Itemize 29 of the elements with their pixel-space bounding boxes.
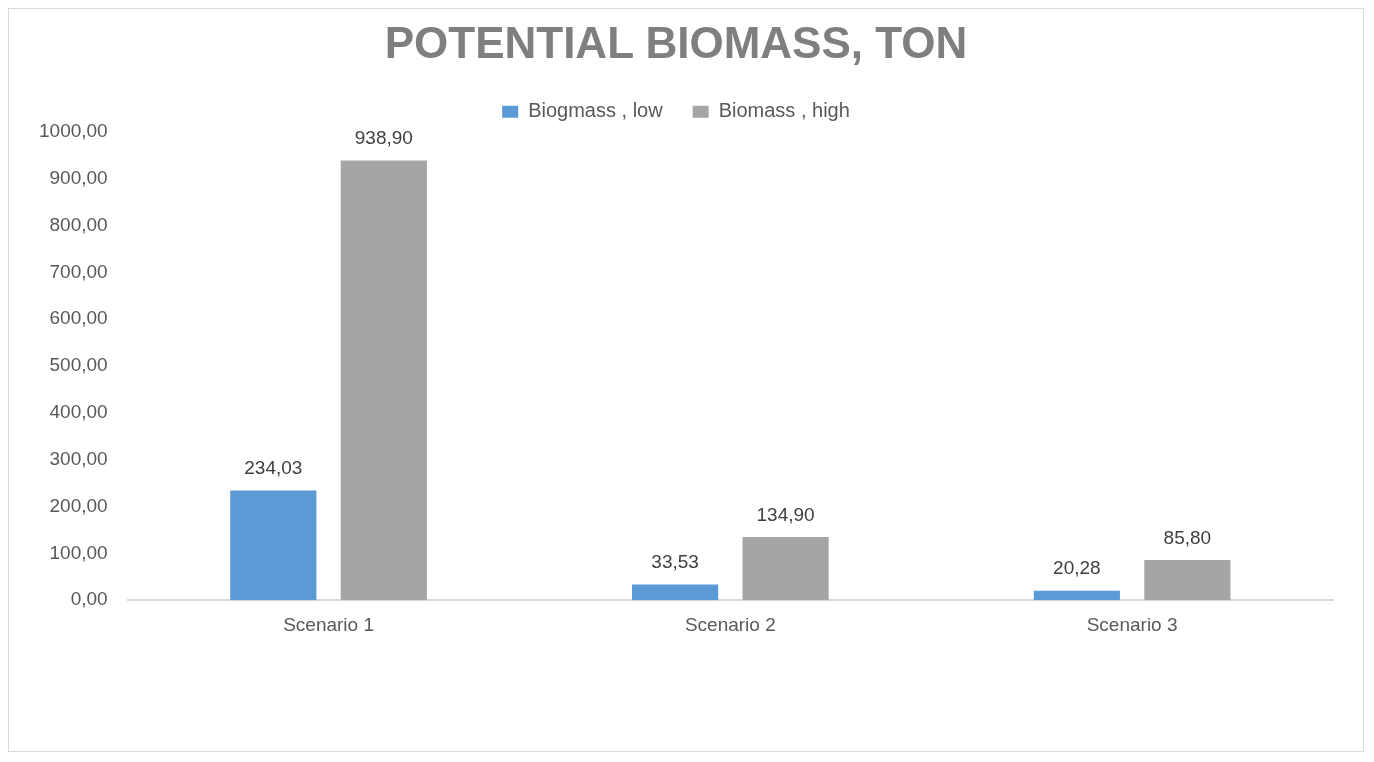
y-tick-label: 400,00: [49, 401, 108, 423]
y-tick-label: 200,00: [49, 494, 108, 516]
data-label: 85,80: [1163, 526, 1212, 548]
bar: [632, 584, 719, 601]
bar: [340, 160, 427, 601]
data-label: 234,03: [244, 457, 303, 479]
y-tick-label: 500,00: [49, 354, 108, 376]
y-tick-label: 900,00: [49, 166, 108, 188]
legend-label: Biomass , high: [718, 99, 850, 122]
data-label: 33,53: [651, 551, 699, 573]
bar: [742, 537, 829, 601]
bar: [1033, 590, 1120, 601]
data-label: 938,90: [354, 127, 413, 149]
y-tick-label: 0,00: [70, 588, 108, 610]
y-tick-label: 100,00: [49, 541, 108, 563]
x-tick-label: Scenario 3: [1086, 613, 1178, 635]
bar: [230, 490, 317, 601]
legend-label: Biogmass , low: [528, 99, 664, 122]
data-label: 134,90: [756, 503, 815, 525]
x-tick-label: Scenario 2: [684, 613, 776, 635]
y-tick-label: 600,00: [49, 307, 108, 329]
bar: [1144, 560, 1231, 601]
y-tick-label: 1000,00: [38, 120, 108, 142]
data-label: 20,28: [1053, 557, 1101, 579]
y-tick-label: 700,00: [49, 260, 108, 282]
chart-title: POTENTIAL BIOMASS, TON: [384, 17, 968, 67]
y-tick-label: 300,00: [49, 447, 108, 469]
y-tick-label: 800,00: [49, 213, 108, 235]
x-tick-label: Scenario 1: [283, 613, 374, 635]
